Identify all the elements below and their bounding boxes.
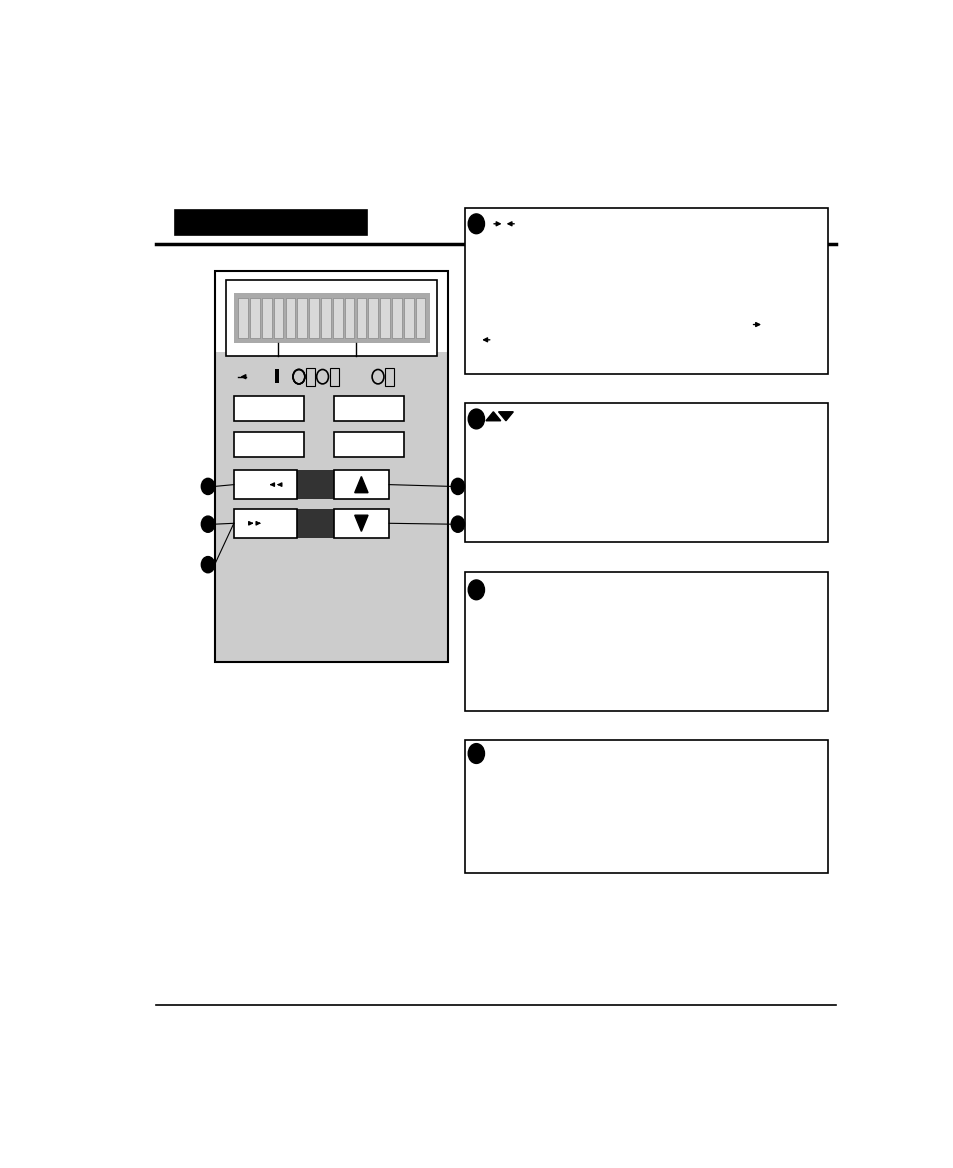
Bar	[380, 298, 390, 338]
Bar	[334, 432, 403, 457]
Bar	[226, 279, 436, 356]
Circle shape	[451, 479, 464, 494]
Bar	[233, 396, 304, 420]
Bar	[250, 298, 259, 338]
Polygon shape	[485, 412, 500, 420]
Bar	[333, 298, 342, 338]
Circle shape	[201, 557, 214, 572]
Bar	[356, 298, 366, 338]
Polygon shape	[498, 412, 513, 420]
Bar	[233, 471, 296, 499]
Bar	[215, 352, 448, 662]
Circle shape	[451, 516, 464, 533]
Bar	[306, 368, 314, 385]
Bar	[368, 298, 377, 338]
Circle shape	[468, 214, 484, 234]
Bar	[174, 210, 367, 235]
Bar	[416, 298, 425, 338]
Bar	[334, 509, 389, 537]
Circle shape	[468, 409, 484, 429]
Bar	[344, 298, 354, 338]
Bar	[233, 293, 429, 342]
Bar	[334, 471, 389, 499]
Bar	[330, 368, 338, 385]
Bar	[297, 298, 307, 338]
Bar	[262, 298, 272, 338]
Bar	[465, 572, 826, 711]
Polygon shape	[355, 477, 368, 493]
Bar	[274, 369, 278, 383]
Circle shape	[201, 479, 214, 494]
Circle shape	[293, 369, 305, 384]
Bar	[285, 298, 294, 338]
Bar	[309, 298, 318, 338]
Bar	[334, 396, 403, 420]
Bar	[321, 298, 331, 338]
Bar	[403, 298, 413, 338]
Bar	[274, 298, 283, 338]
Circle shape	[468, 744, 484, 764]
Circle shape	[316, 369, 328, 384]
Bar	[392, 298, 401, 338]
Bar	[465, 403, 826, 542]
Bar	[385, 368, 394, 385]
Circle shape	[468, 580, 484, 599]
Polygon shape	[355, 515, 368, 531]
Bar	[465, 741, 826, 874]
Circle shape	[372, 369, 383, 384]
Bar	[296, 471, 367, 499]
Circle shape	[201, 516, 214, 533]
Bar	[233, 509, 296, 537]
Bar	[296, 509, 367, 537]
Bar	[238, 298, 248, 338]
Bar	[215, 271, 448, 662]
Bar	[465, 208, 826, 374]
Bar	[233, 432, 304, 457]
Circle shape	[293, 369, 305, 384]
